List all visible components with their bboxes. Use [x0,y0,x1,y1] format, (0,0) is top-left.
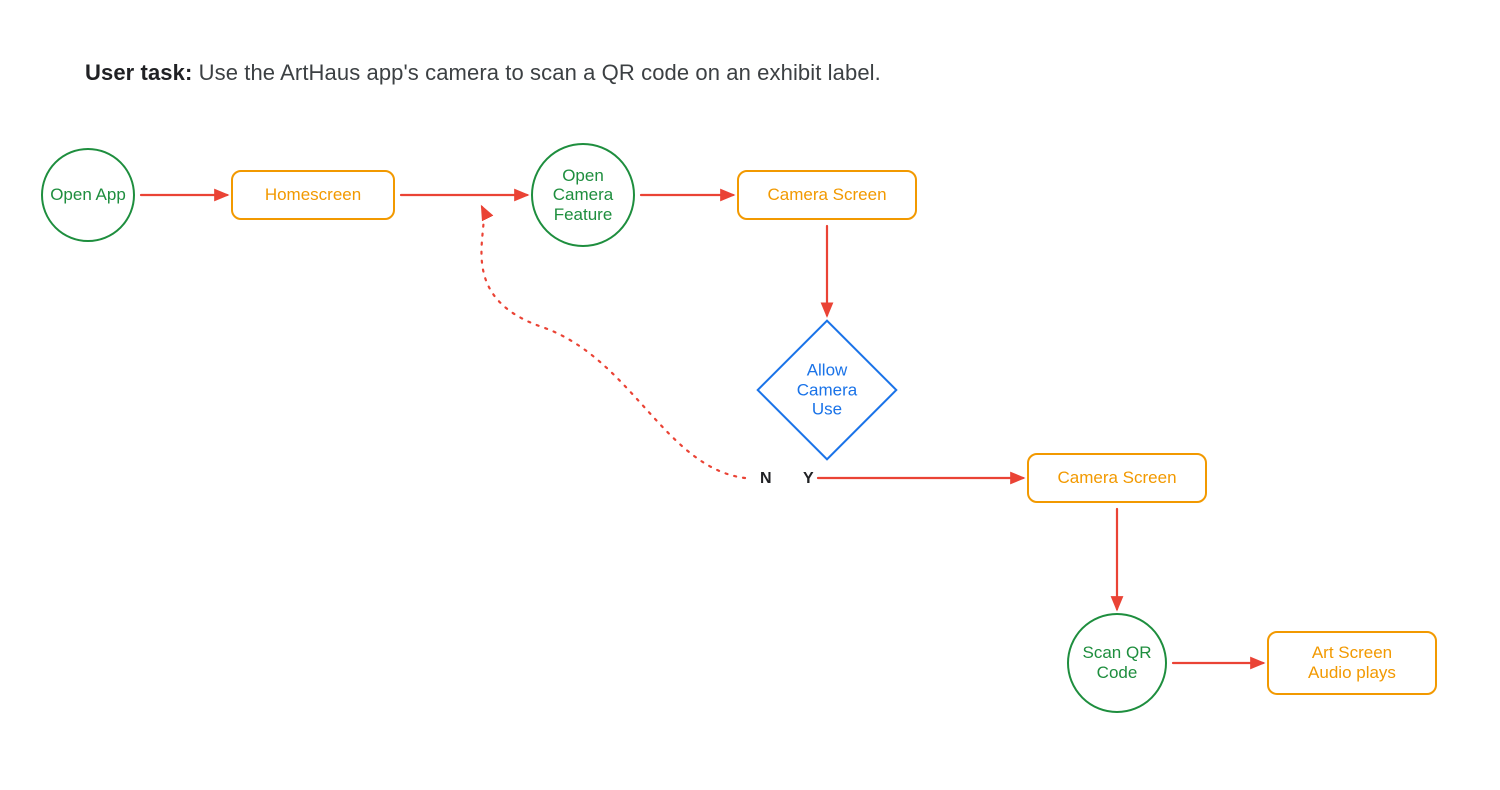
diagram-title: User task: Use the ArtHaus app's camera … [85,60,881,86]
node-allow: Allow Camera Use [777,340,877,440]
node-label: Allow Camera Use [797,361,857,420]
node-scan_qr: Scan QR Code [1067,613,1167,713]
node-camera2: Camera Screen [1027,453,1207,503]
title-prefix: User task: [85,60,192,85]
branch-label-y: Y [803,470,814,488]
branch-label-n: N [760,470,772,488]
node-open_camera: Open Camera Feature [531,143,635,247]
title-text: Use the ArtHaus app's camera to scan a Q… [192,60,881,85]
flowchart-canvas: User task: Use the ArtHaus app's camera … [0,0,1500,790]
node-homescreen: Homescreen [231,170,395,220]
node-open_app: Open App [41,148,135,242]
node-art_screen: Art Screen Audio plays [1267,631,1437,695]
node-camera1: Camera Screen [737,170,917,220]
